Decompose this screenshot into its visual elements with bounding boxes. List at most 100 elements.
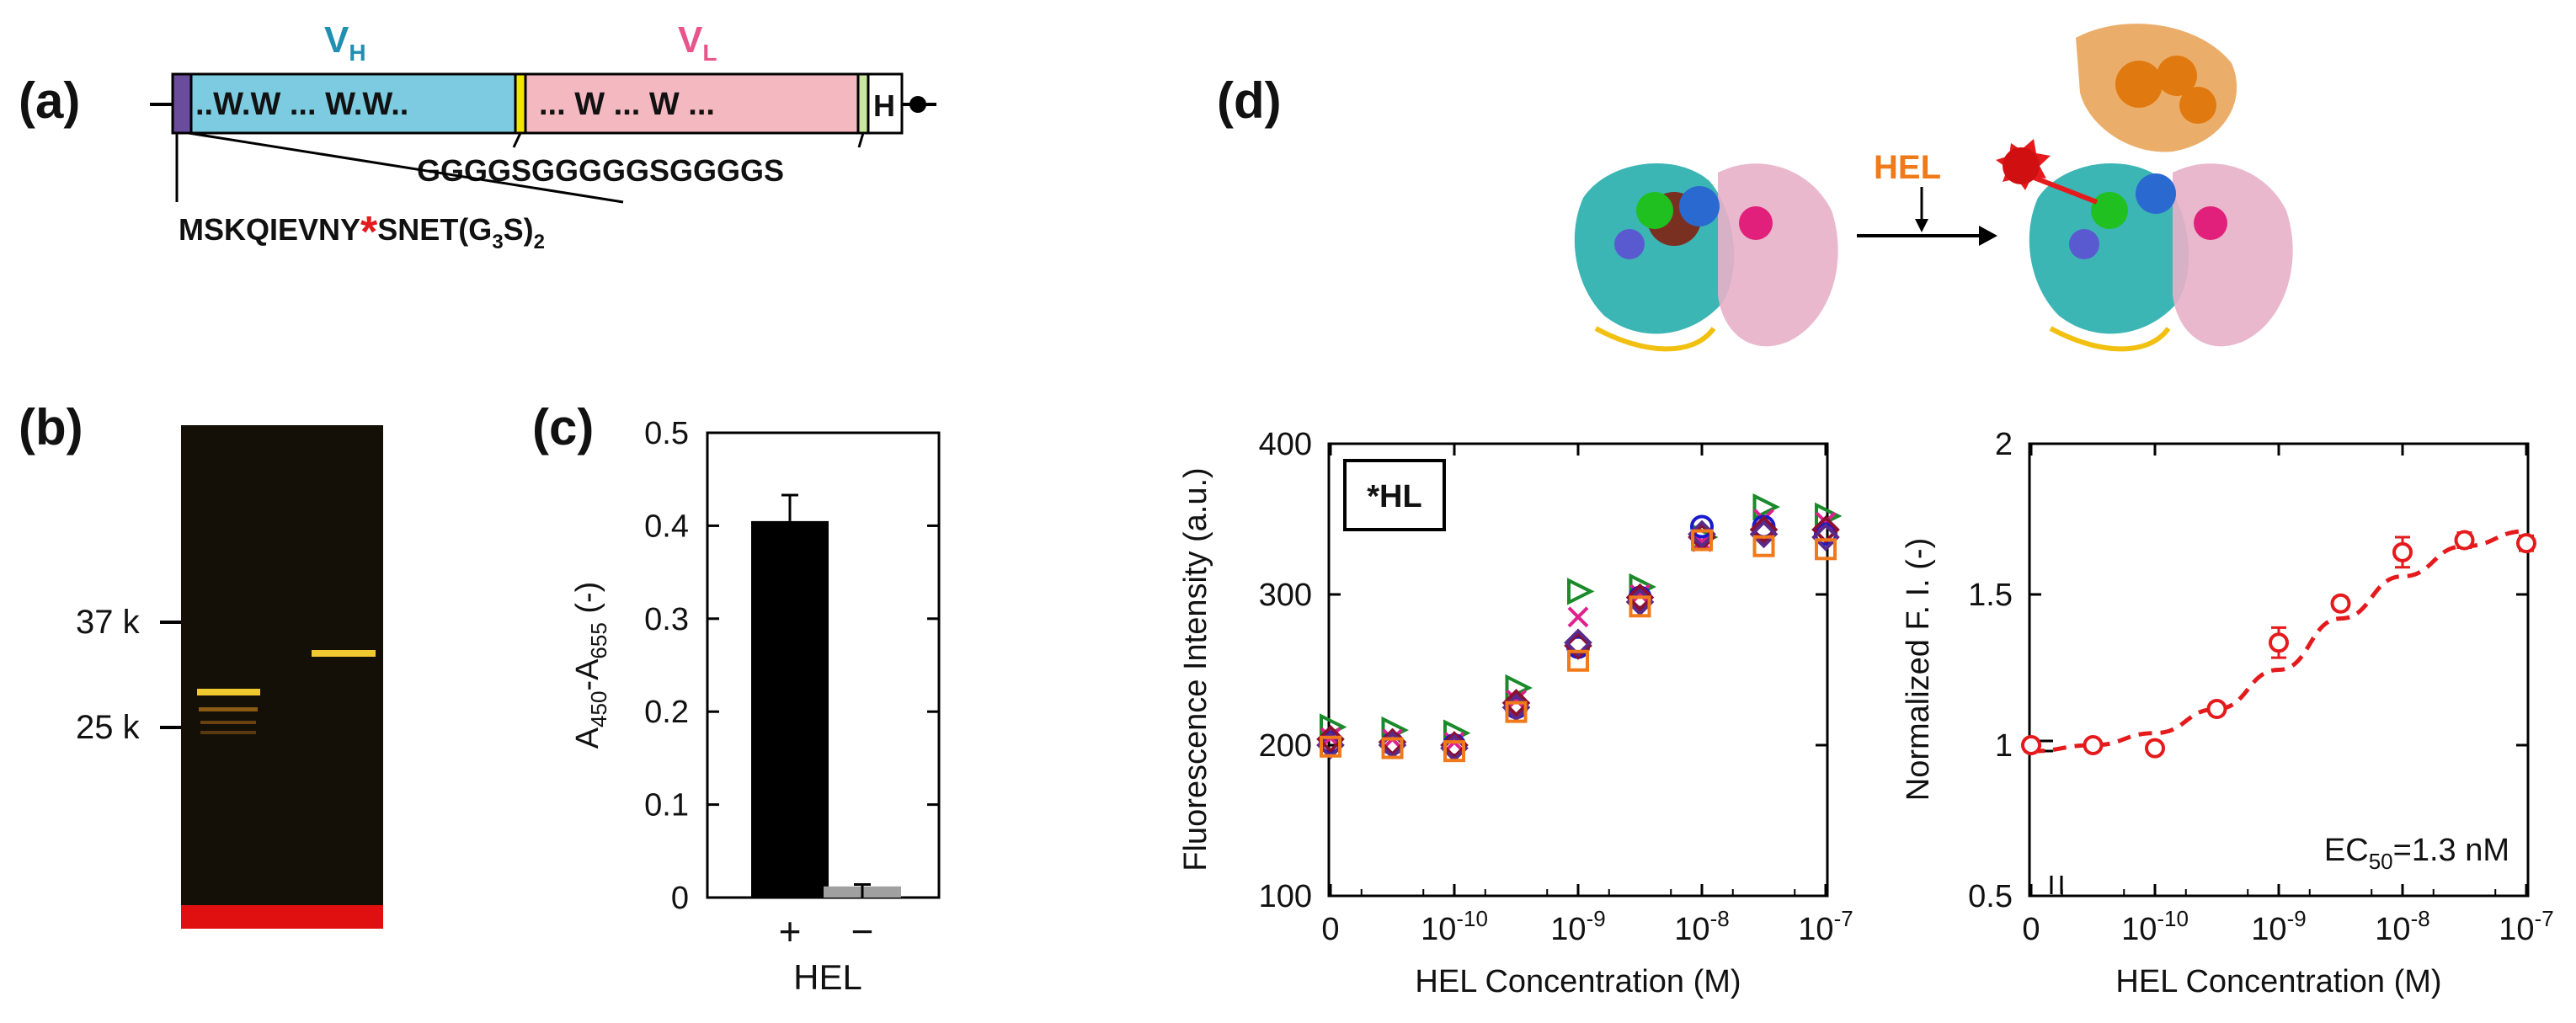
chart-dl-xtick-label: 0 xyxy=(1321,912,1339,947)
data-point-x xyxy=(1506,689,1527,711)
chart-dl-ytick-label: 100 xyxy=(1259,879,1312,914)
data-point-circle xyxy=(2021,735,2041,755)
chart-c-xlabel: HEL xyxy=(793,957,862,997)
data-point-square xyxy=(1691,529,1713,551)
chart-dr-ytick-label: 1 xyxy=(1995,728,2013,764)
data-point-diamond xyxy=(1625,583,1655,612)
chart-dl-ytick-label: 200 xyxy=(1259,728,1312,764)
chart-dr-xtick-label: 10-10 xyxy=(2121,906,2189,947)
chart-dr-xtick-label: 10-9 xyxy=(2251,906,2306,947)
chart-c-ytick-label: 0.2 xyxy=(644,695,689,730)
chart-dr-ytick-label: 1.5 xyxy=(1968,578,2013,613)
chart-c-ytick-label: 0.3 xyxy=(644,602,689,637)
linker-callout-line2 xyxy=(857,132,865,148)
his-tag-label: H xyxy=(873,88,895,123)
vl-label: VL xyxy=(678,19,717,66)
leader-segment xyxy=(171,72,193,135)
data-point-circle xyxy=(2083,735,2104,755)
construct-end-dot xyxy=(909,96,926,113)
chart-c-ytick-label: 0 xyxy=(671,881,689,916)
data-point-circle xyxy=(2145,738,2165,759)
leader-sequence: MSKQIEVNY*SNET(G3S)2 xyxy=(179,208,545,257)
data-point-diamond xyxy=(1501,689,1531,717)
chart-dr-ytick-label: 0.5 xyxy=(1968,879,2013,914)
data-point-square xyxy=(1629,595,1651,618)
chart-c-ylabel: A450-A655 (-) xyxy=(570,582,611,749)
chart-d-right: HEL Concentration (M) Normalized F. I. (… xyxy=(1901,427,2554,999)
gel-band-lane1-faint3 xyxy=(200,731,256,734)
chart-dl-xlabel: HEL Concentration (M) xyxy=(1415,964,1741,999)
vh-motif: ..W.W ... W.W.. xyxy=(195,87,408,122)
fit-curve xyxy=(2030,529,2527,754)
chart-dl-ytick-label: 300 xyxy=(1259,578,1312,613)
chart-dr-xtick-label: 10-8 xyxy=(2375,906,2429,947)
panel-b-label: (b) xyxy=(19,399,83,456)
chart-dl-title-box xyxy=(1343,459,1446,531)
vh-label: VH xyxy=(324,19,366,66)
chart-d-left: *HL HEL Concentration (M) Fluorescence I… xyxy=(1178,427,1853,999)
data-point-square xyxy=(1381,737,1404,759)
protein-structure-before xyxy=(1574,163,1838,352)
chart-dl-xtick-label: 10-8 xyxy=(1674,906,1729,947)
chart-c: HEL A450-A655 (-) 0 0.1 0.2 0.3 0.4 0.5 + − xyxy=(570,416,941,997)
chart-dl-ytick-label: 400 xyxy=(1259,427,1312,462)
data-point-square xyxy=(1320,735,1341,758)
linker-green xyxy=(856,72,870,135)
chart-dr-ylabel: Normalized F. I. (-) xyxy=(1901,538,1936,801)
data-point-diamond xyxy=(1749,515,1779,544)
protein-structure-after xyxy=(1996,24,2293,352)
data-point-diamond xyxy=(1564,628,1592,658)
data-point-square xyxy=(1815,538,1837,561)
chart-dl-xtick-label: 10-9 xyxy=(1550,906,1605,947)
chart-c-ytick-label: 0.5 xyxy=(644,416,689,451)
chart-c-bar xyxy=(751,520,829,898)
gel-dye-front xyxy=(181,905,383,929)
data-point-circle xyxy=(2269,632,2289,653)
data-point-circle xyxy=(2516,533,2536,554)
marker-25k: 25 k xyxy=(76,709,141,746)
chart-dr-xtick-label: 10-7 xyxy=(2499,906,2553,947)
data-point-x xyxy=(1567,606,1589,628)
data-point-triangle xyxy=(1567,578,1595,605)
vl-motif: ... W ... W ... xyxy=(539,87,715,122)
chart-dl-ylabel: Fluorescence Intensity (a.u.) xyxy=(1178,467,1213,871)
linker-yellow xyxy=(514,72,527,135)
chart-c-ytick-label: 0.4 xyxy=(644,509,689,544)
chart-c-xtick-label: + xyxy=(779,909,802,953)
data-point-circle xyxy=(2392,541,2413,562)
data-point-square xyxy=(1505,701,1528,723)
reaction-arrow: HEL xyxy=(1857,149,1997,246)
chart-dl-xtick-label: 10-10 xyxy=(1421,906,1488,947)
chart-dr-xlabel: HEL Concentration (M) xyxy=(2115,964,2441,999)
gel-band-lane1 xyxy=(197,689,260,695)
linker-sequence: GGGGSGGGGGSGGGGS xyxy=(417,153,784,188)
data-point-triangle xyxy=(1752,493,1780,521)
linker-callout-line xyxy=(512,132,522,148)
chart-dl-xtick-label: 10-7 xyxy=(1798,906,1853,947)
gel-image xyxy=(181,425,383,929)
data-point-diamond xyxy=(1811,523,1840,551)
chart-dr-ytick-label: 2 xyxy=(1995,427,2013,462)
his-tag-box xyxy=(867,72,904,135)
panel-c-label: (c) xyxy=(532,399,594,456)
panel-a-label: (a) xyxy=(19,72,80,129)
gel-band-lane1-faint2 xyxy=(200,721,256,724)
gel-band-lane1-faint xyxy=(199,707,258,711)
data-point-square xyxy=(1567,649,1589,672)
chart-c-ytick-label: 0.1 xyxy=(644,788,689,823)
marker-37k: 37 k xyxy=(76,604,141,641)
leader-callout-right xyxy=(188,131,624,204)
amber-codon-star: * xyxy=(360,208,378,257)
data-point-square xyxy=(1443,740,1465,763)
data-point-diamond xyxy=(1749,519,1779,549)
panel-d-label: (d) xyxy=(1217,72,1282,129)
vl-domain xyxy=(524,72,860,135)
chart-dl-title: *HL xyxy=(1367,479,1421,514)
chart-dr-xtick-label: 0 xyxy=(2022,912,2040,947)
data-point-diamond xyxy=(1564,631,1592,660)
data-point-circle xyxy=(2454,530,2475,551)
chart-dr-annotation: EC50=1.3 nM xyxy=(2324,833,2509,874)
data-point-square xyxy=(1752,535,1775,557)
data-point-circle xyxy=(2206,699,2227,720)
